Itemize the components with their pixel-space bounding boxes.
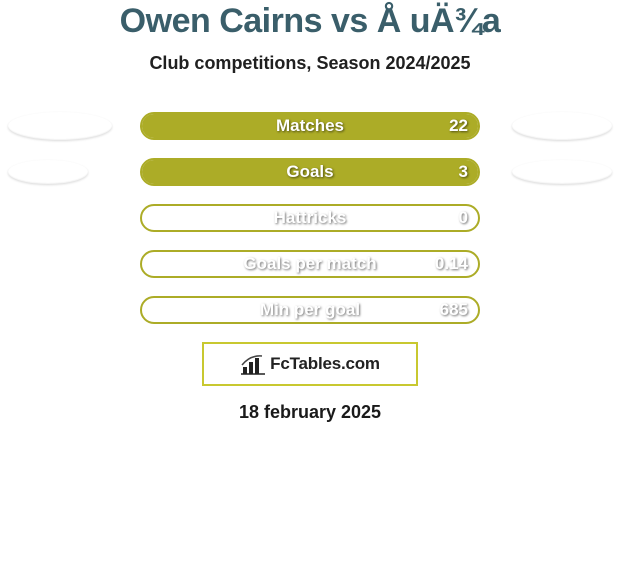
stat-bar: Goals3 bbox=[140, 158, 480, 186]
fctables-logo[interactable]: FcTables.com bbox=[202, 342, 418, 386]
stat-label: Min per goal bbox=[142, 298, 478, 322]
stat-rows: Matches22 Goals3 Hattricks0 Goals per match… bbox=[0, 112, 620, 326]
stat-bar: Goals per match0.14 bbox=[140, 250, 480, 278]
logo-text: FcTables.com bbox=[270, 354, 380, 374]
stat-row: Min per goal685 bbox=[0, 296, 620, 326]
stat-bar: Min per goal685 bbox=[140, 296, 480, 324]
avatar-right bbox=[512, 160, 612, 184]
comparison-widget: Owen Cairns vs Å uÄ¾a Club competitions,… bbox=[0, 2, 620, 423]
stat-bar: Matches22 bbox=[140, 112, 480, 140]
stat-value: 685 bbox=[440, 298, 468, 322]
stat-value: 0 bbox=[459, 206, 468, 230]
stat-row: Goals per match0.14 bbox=[0, 250, 620, 280]
stat-value: 0.14 bbox=[435, 252, 468, 276]
avatar-left bbox=[8, 160, 88, 184]
stat-bar: Hattricks0 bbox=[140, 204, 480, 232]
stat-label: Goals per match bbox=[142, 252, 478, 276]
stat-bar-fill bbox=[142, 160, 478, 184]
subtitle: Club competitions, Season 2024/2025 bbox=[0, 53, 620, 74]
avatar-right bbox=[512, 112, 612, 140]
stat-bar-fill bbox=[142, 114, 478, 138]
bar-chart-icon bbox=[240, 353, 266, 375]
stat-label: Hattricks bbox=[142, 206, 478, 230]
stat-row: Hattricks0 bbox=[0, 204, 620, 234]
stat-row: Matches22 bbox=[0, 112, 620, 142]
avatar-left bbox=[8, 112, 112, 140]
page-title: Owen Cairns vs Å uÄ¾a bbox=[0, 2, 620, 41]
date-text: 18 february 2025 bbox=[0, 402, 620, 423]
stat-row: Goals3 bbox=[0, 158, 620, 188]
